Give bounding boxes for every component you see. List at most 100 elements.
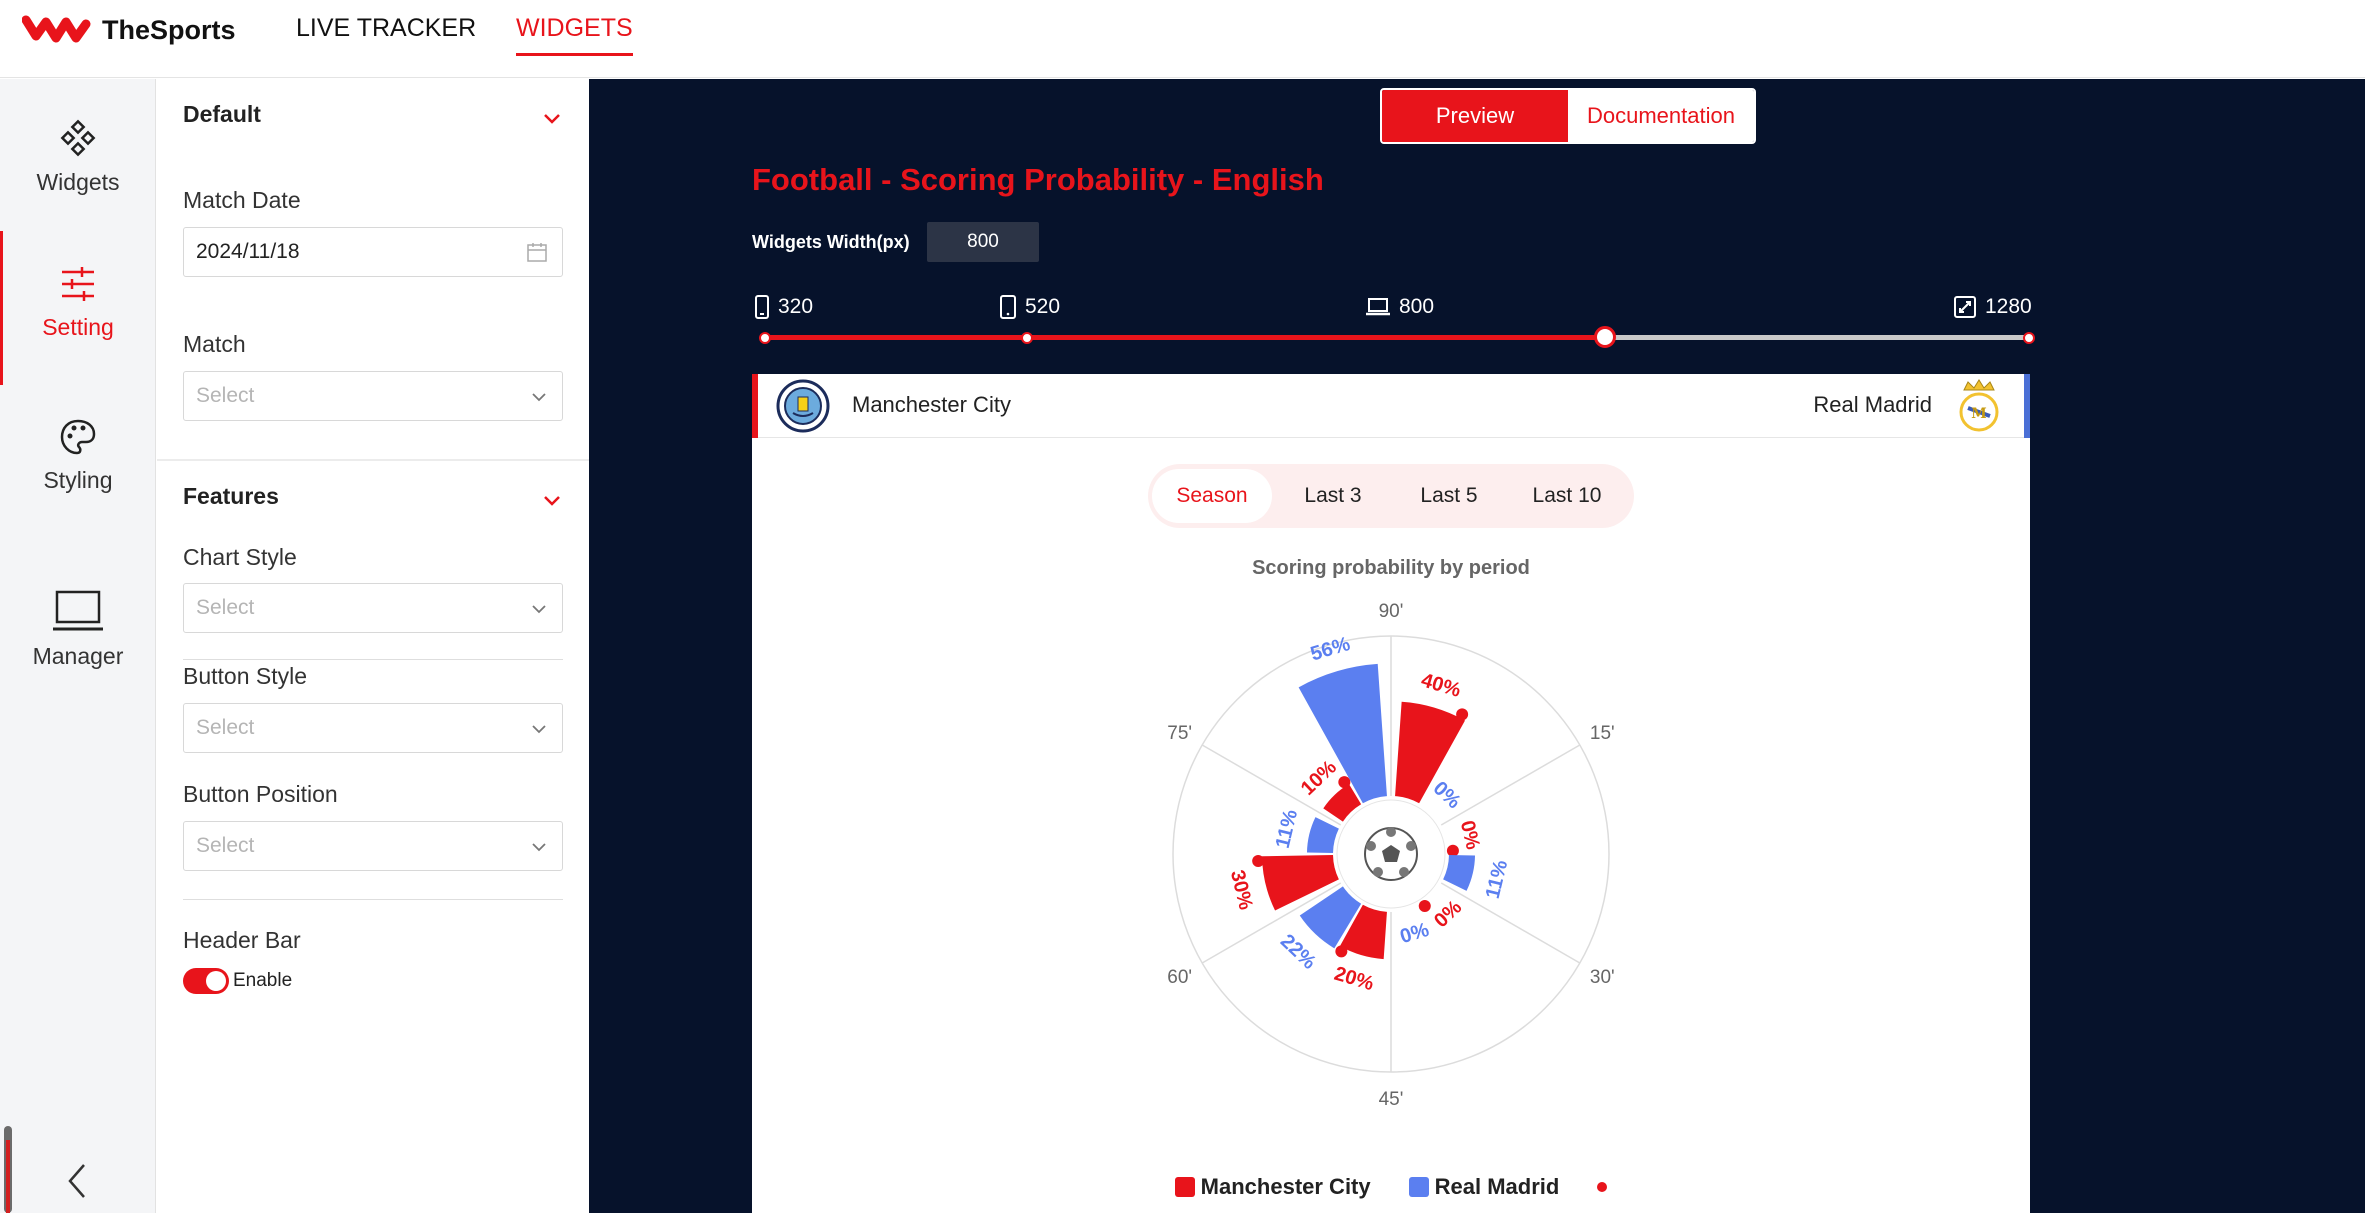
width-slider-fill — [765, 335, 1605, 340]
slider-mark[interactable] — [1021, 332, 1033, 344]
chart-spoke — [1440, 744, 1581, 826]
match-date-value: 2024/11/18 — [196, 240, 300, 263]
chart-style-placeholder: Select — [196, 596, 255, 619]
laptop-icon — [53, 590, 103, 631]
scrollbar-thumb[interactable] — [6, 1140, 10, 1213]
chart-angle-label: 45' — [1379, 1089, 1404, 1110]
football-icon-patch — [1386, 827, 1396, 837]
football-icon-patch — [1382, 845, 1400, 862]
slider-mark[interactable] — [759, 332, 771, 344]
tab-season[interactable]: Season — [1152, 469, 1272, 523]
bar-value-label: 11% — [1272, 807, 1303, 850]
sidebar: Widgets Setting Styling Manager — [0, 79, 156, 1213]
away-team-name: Real Madrid — [1813, 392, 1932, 417]
widget-width-input[interactable]: 800 — [927, 222, 1039, 262]
documentation-button[interactable]: Documentation — [1568, 90, 1754, 142]
widgets-icon — [60, 119, 96, 157]
chart-spoke — [1201, 882, 1342, 964]
match-placeholder: Select — [196, 384, 255, 407]
button-style-select[interactable]: Select — [183, 703, 563, 753]
widget-width-label: Widgets Width(px) — [752, 232, 910, 252]
chevron-down-icon — [532, 393, 546, 402]
legend-swatch — [1174, 1177, 1195, 1197]
tablet-icon — [1000, 295, 1016, 319]
legend-item-home[interactable]: Manchester City — [1174, 1174, 1371, 1200]
bar-value-label: 40% — [1419, 669, 1464, 702]
bar-value-label: 0% — [1430, 896, 1466, 932]
breakpoint-laptop[interactable]: 800 — [1365, 295, 1434, 319]
chart-spoke — [1201, 744, 1342, 826]
home-marker-dot — [1338, 776, 1351, 789]
preview-button[interactable]: Preview — [1382, 90, 1568, 142]
sidebar-item-widgets[interactable]: Widgets — [0, 119, 156, 196]
home-marker-dot — [1252, 854, 1265, 867]
manchester-city-crest-icon — [776, 379, 830, 433]
home-marker-dot — [1418, 899, 1431, 912]
chart-angle-label: 60' — [1167, 967, 1192, 988]
brand-logo[interactable]: TheSports — [22, 10, 236, 50]
chevron-down-icon — [532, 605, 546, 614]
chevron-down-icon — [532, 843, 546, 852]
chart-angle-label: 15' — [1590, 723, 1615, 744]
home-color-bar — [752, 374, 758, 438]
away-bar — [1298, 663, 1387, 804]
breakpoint-tablet[interactable]: 520 — [999, 295, 1060, 319]
football-icon-patch — [1406, 841, 1416, 851]
away-bar — [1443, 855, 1476, 891]
palette-icon — [60, 419, 96, 455]
slider-mark[interactable] — [2023, 332, 2035, 344]
nav-widgets[interactable]: WIDGETS — [516, 14, 633, 56]
chart-title: Scoring probability by period — [1252, 557, 1530, 579]
bar-value-label: 0% — [1398, 919, 1432, 948]
legend-item-away[interactable]: Real Madrid — [1408, 1174, 1560, 1200]
chevron-down-icon[interactable] — [541, 107, 563, 129]
nav-live-tracker[interactable]: LIVE TRACKER — [296, 14, 477, 42]
preview-area: Preview Documentation Football - Scoring… — [589, 79, 2365, 1213]
bar-value-label: 20% — [1332, 963, 1377, 996]
button-style-placeholder: Select — [196, 716, 255, 739]
width-slider-thumb[interactable] — [1594, 326, 1616, 348]
settings-panel: Default Match Date 2024/11/18 Match Sele… — [157, 79, 589, 1213]
period-tabs: Season Last 3 Last 5 Last 10 — [1148, 464, 1634, 528]
real-madrid-crest-icon: M — [1959, 379, 1999, 432]
breakpoint-mobile[interactable]: 320 — [754, 295, 813, 319]
chart-style-select[interactable]: Select — [183, 583, 563, 633]
button-position-select[interactable]: Select — [183, 821, 563, 871]
home-marker-dot — [1446, 844, 1459, 857]
chart-angle-label: 30' — [1590, 967, 1615, 988]
sidebar-item-label: Styling — [43, 467, 113, 493]
header-bar-toggle[interactable] — [183, 968, 229, 994]
features-section-title[interactable]: Features — [183, 483, 279, 509]
chart-legend: Manchester City Real Madrid — [752, 1174, 2030, 1200]
chart-style-label: Chart Style — [183, 544, 297, 570]
match-date-input[interactable]: 2024/11/18 — [183, 227, 563, 277]
legend-label: Real Madrid — [1434, 1174, 1560, 1199]
sidebar-item-manager[interactable]: Manager — [0, 589, 156, 670]
default-section-title[interactable]: Default — [183, 101, 261, 127]
home-team-name: Manchester City — [852, 392, 1011, 417]
mobile-icon — [755, 295, 769, 319]
legend-dot — [1597, 1182, 1608, 1192]
tab-last-3[interactable]: Last 3 — [1304, 484, 1362, 507]
tab-last-5[interactable]: Last 5 — [1420, 484, 1478, 507]
field-divider — [183, 899, 563, 900]
sidebar-item-label: Setting — [42, 314, 114, 340]
tab-last-10[interactable]: Last 10 — [1532, 484, 1602, 507]
sidebar-item-setting[interactable]: Setting — [0, 264, 156, 341]
sidebar-item-label: Manager — [32, 643, 124, 669]
sidebar-item-styling[interactable]: Styling — [0, 417, 156, 494]
button-position-label: Button Position — [183, 781, 338, 807]
svg-text:M: M — [1971, 406, 1987, 422]
breakpoint-fullscreen[interactable]: 1280 — [1953, 295, 2032, 319]
chevron-left-icon[interactable] — [62, 1161, 92, 1201]
home-marker-dot — [1335, 945, 1348, 958]
bar-value-label: 56% — [1308, 633, 1353, 666]
match-select[interactable]: Select — [183, 371, 563, 421]
chevron-down-icon[interactable] — [541, 489, 563, 511]
football-icon-patch — [1366, 841, 1376, 851]
breakpoint-label: 320 — [778, 295, 814, 318]
sidebar-item-label: Widgets — [36, 169, 120, 195]
calendar-icon[interactable] — [526, 241, 548, 263]
legend-item-marker[interactable] — [1597, 1174, 1608, 1200]
laptop-icon — [1366, 298, 1390, 316]
